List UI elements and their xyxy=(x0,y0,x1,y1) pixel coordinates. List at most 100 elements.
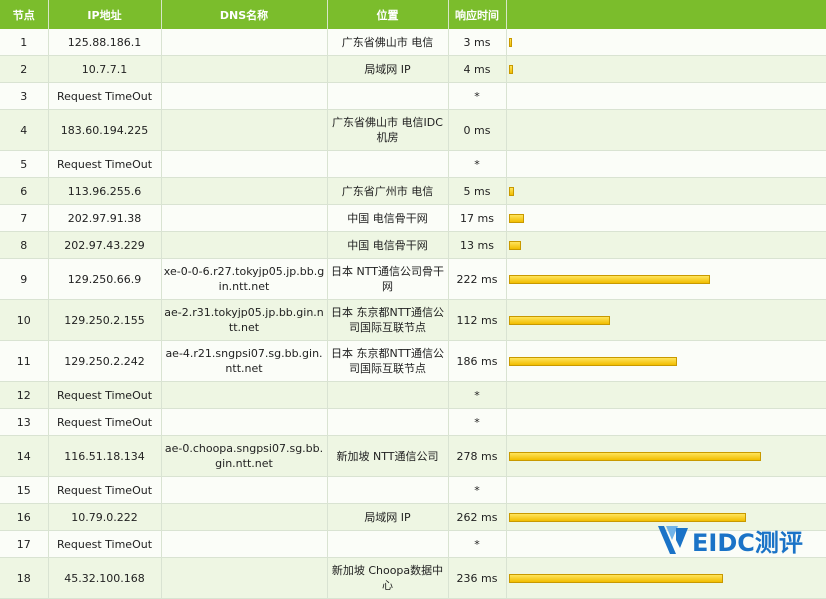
dns-name: ae-0.choopa.sngpsi07.sg.bb.gin.ntt.net xyxy=(161,435,328,477)
response-time: 278 ms xyxy=(448,435,507,477)
location xyxy=(327,82,449,110)
response-bar-cell xyxy=(506,408,826,436)
response-bar-cell xyxy=(506,557,826,599)
dns-name xyxy=(161,381,328,409)
response-time-bar xyxy=(508,356,677,366)
response-time: * xyxy=(448,82,507,110)
ip-address: Request TimeOut xyxy=(48,82,162,110)
table-row[interactable]: 8 202.97.43.229 中国 电信骨干网 13 ms xyxy=(0,231,826,259)
dns-name: xe-0-0-6.r27.tokyjp05.jp.bb.gin.ntt.net xyxy=(161,258,328,300)
response-bar-cell xyxy=(506,503,826,531)
response-bar-cell xyxy=(506,204,826,232)
response-time-bar xyxy=(508,64,513,74)
dns-name xyxy=(161,231,328,259)
ip-address: 129.250.66.9 xyxy=(48,258,162,300)
response-bar-cell xyxy=(506,231,826,259)
response-time-bar xyxy=(508,451,761,461)
response-bar-cell xyxy=(506,82,826,110)
header-node[interactable]: 节点 xyxy=(0,0,49,29)
ip-address: Request TimeOut xyxy=(48,476,162,504)
ip-address: 10.7.7.1 xyxy=(48,55,162,83)
location xyxy=(327,150,449,178)
table-row[interactable]: 2 10.7.7.1 局域网 IP 4 ms xyxy=(0,55,826,83)
ip-address: 116.51.18.134 xyxy=(48,435,162,477)
hop-number: 8 xyxy=(0,231,49,259)
dns-name xyxy=(161,408,328,436)
dns-name xyxy=(161,503,328,531)
response-time: 236 ms xyxy=(448,557,507,599)
response-time: * xyxy=(448,408,507,436)
header-location[interactable]: 位置 xyxy=(327,0,449,29)
dns-name xyxy=(161,55,328,83)
dns-name: ae-2.r31.tokyjp05.jp.bb.gin.ntt.net xyxy=(161,299,328,341)
response-time: 4 ms xyxy=(448,55,507,83)
hop-number: 1 xyxy=(0,29,49,56)
hop-number: 3 xyxy=(0,82,49,110)
location xyxy=(327,381,449,409)
hop-number: 17 xyxy=(0,530,49,558)
location: 新加坡 Choopa数据中心 xyxy=(327,557,449,599)
response-time: * xyxy=(448,381,507,409)
response-time: 13 ms xyxy=(448,231,507,259)
table-row[interactable]: 14 116.51.18.134 ae-0.choopa.sngpsi07.sg.b… xyxy=(0,435,826,477)
watermark-logo: EIDC测评 xyxy=(656,519,816,561)
response-time-bar xyxy=(508,573,723,583)
response-time: 3 ms xyxy=(448,29,507,56)
header-dns[interactable]: DNS名称 xyxy=(161,0,328,29)
table-row[interactable]: 6 113.96.255.6 广东省广州市 电信 5 ms xyxy=(0,177,826,205)
eidc-logo-icon xyxy=(658,526,688,554)
response-time: 222 ms xyxy=(448,258,507,300)
ip-address: Request TimeOut xyxy=(48,381,162,409)
response-bar-cell xyxy=(506,150,826,178)
hop-number: 13 xyxy=(0,408,49,436)
ip-address: Request TimeOut xyxy=(48,408,162,436)
ip-address: 183.60.194.225 xyxy=(48,109,162,151)
table-row[interactable]: 11 129.250.2.242 ae-4.r21.sngpsi07.sg.bb.g… xyxy=(0,340,826,382)
watermark-text: EIDC测评 xyxy=(692,528,803,557)
table-row[interactable]: 3 Request TimeOut * xyxy=(0,82,826,110)
dns-name: ae-4.r21.sngpsi07.sg.bb.gin.ntt.net xyxy=(161,340,328,382)
ip-address: 129.250.2.242 xyxy=(48,340,162,382)
table-row[interactable]: 4 183.60.194.225 广东省佛山市 电信IDC机房 0 ms xyxy=(0,109,826,151)
response-time-bar xyxy=(508,213,524,223)
table-row[interactable]: 1 125.88.186.1 广东省佛山市 电信 3 ms xyxy=(0,29,826,56)
ip-address: 202.97.91.38 xyxy=(48,204,162,232)
ip-address: 202.97.43.229 xyxy=(48,231,162,259)
table-row[interactable]: 12 Request TimeOut * xyxy=(0,381,826,409)
location: 日本 东京都NTT通信公司国际互联节点 xyxy=(327,340,449,382)
response-bar-cell xyxy=(506,109,826,151)
table-row[interactable]: 9 129.250.66.9 xe-0-0-6.r27.tokyjp05.jp.bb… xyxy=(0,258,826,300)
dns-name xyxy=(161,177,328,205)
dns-name xyxy=(161,82,328,110)
table-row[interactable]: 5 Request TimeOut * xyxy=(0,150,826,178)
table-row[interactable]: 18 45.32.100.168 新加坡 Choopa数据中心 236 ms xyxy=(0,557,826,599)
response-bar-cell xyxy=(506,258,826,300)
location xyxy=(327,530,449,558)
response-time: 262 ms xyxy=(448,503,507,531)
location: 日本 东京都NTT通信公司国际互联节点 xyxy=(327,299,449,341)
response-bar-cell xyxy=(506,340,826,382)
response-time-bar xyxy=(508,186,514,196)
location: 日本 NTT通信公司骨干网 xyxy=(327,258,449,300)
table-row[interactable]: 7 202.97.91.38 中国 电信骨干网 17 ms xyxy=(0,204,826,232)
header-response-time[interactable]: 响应时间 xyxy=(448,0,507,29)
location: 广东省广州市 电信 xyxy=(327,177,449,205)
table-row[interactable]: 13 Request TimeOut * xyxy=(0,408,826,436)
response-bar-cell xyxy=(506,55,826,83)
hop-number: 10 xyxy=(0,299,49,341)
table-row[interactable]: 15 Request TimeOut * xyxy=(0,476,826,504)
header-ip[interactable]: IP地址 xyxy=(48,0,162,29)
ip-address: 129.250.2.155 xyxy=(48,299,162,341)
response-time: 5 ms xyxy=(448,177,507,205)
location: 中国 电信骨干网 xyxy=(327,231,449,259)
response-time-bar xyxy=(508,37,512,47)
dns-name xyxy=(161,530,328,558)
ip-address: 45.32.100.168 xyxy=(48,557,162,599)
response-time: * xyxy=(448,150,507,178)
table-row[interactable]: 10 129.250.2.155 ae-2.r31.tokyjp05.jp.bb.g… xyxy=(0,299,826,341)
ip-address: 10.79.0.222 xyxy=(48,503,162,531)
response-bar-cell xyxy=(506,476,826,504)
table-row[interactable]: 16 10.79.0.222 局域网 IP 262 ms xyxy=(0,503,826,531)
